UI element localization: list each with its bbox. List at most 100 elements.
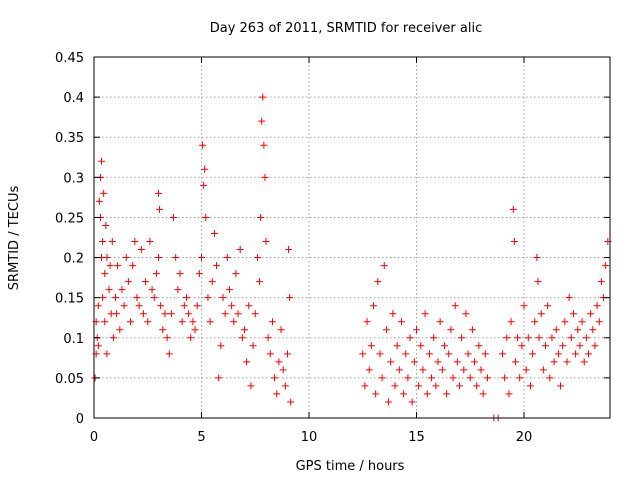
data-point	[456, 382, 463, 390]
data-point	[518, 342, 526, 350]
data-point	[176, 270, 184, 278]
data-point	[393, 342, 401, 350]
data-point	[174, 286, 182, 294]
data-point	[266, 350, 274, 358]
data-point	[287, 398, 295, 406]
data-point	[546, 374, 554, 382]
data-point	[284, 350, 291, 358]
y-tick-label: 0.4	[63, 91, 84, 106]
data-point	[108, 238, 116, 246]
data-point	[180, 302, 188, 310]
data-point	[382, 326, 390, 334]
y-tick-label: 0.15	[55, 292, 84, 307]
data-point	[372, 390, 380, 398]
data-point	[262, 238, 270, 246]
x-tick-label: 10	[301, 430, 318, 445]
data-point	[187, 334, 195, 342]
data-point	[380, 262, 388, 270]
data-point	[101, 318, 109, 326]
data-point	[447, 326, 455, 334]
data-point	[217, 342, 225, 350]
data-point	[552, 326, 560, 334]
data-point	[370, 302, 377, 310]
data-point	[507, 318, 515, 326]
data-point	[404, 374, 412, 382]
data-point	[395, 366, 403, 374]
data-point	[124, 278, 132, 286]
data-point	[195, 270, 203, 278]
data-point	[365, 366, 373, 374]
data-point	[201, 165, 209, 173]
data-point	[587, 310, 595, 318]
data-point	[232, 270, 240, 278]
y-tick-label: 0.05	[55, 372, 84, 387]
data-point	[402, 350, 410, 358]
data-point	[99, 238, 107, 246]
data-point	[223, 254, 231, 262]
data-point	[245, 302, 253, 310]
data-point	[597, 278, 605, 286]
data-point	[539, 366, 547, 374]
data-point	[367, 342, 375, 350]
data-point	[417, 342, 425, 350]
data-point	[213, 262, 221, 270]
data-point	[193, 302, 201, 310]
data-point	[133, 294, 141, 302]
data-point	[251, 310, 259, 318]
data-point	[595, 318, 603, 326]
data-point	[557, 382, 565, 390]
data-point	[572, 350, 580, 358]
data-point	[161, 310, 169, 318]
data-point	[170, 213, 178, 221]
data-point	[428, 374, 436, 382]
data-point	[155, 189, 162, 197]
data-point	[436, 318, 444, 326]
data-point	[159, 326, 167, 334]
data-point	[430, 334, 438, 342]
data-point	[261, 173, 269, 181]
data-point	[413, 326, 420, 334]
data-point	[200, 181, 208, 189]
data-point	[529, 350, 537, 358]
data-point	[361, 382, 369, 390]
plot-frame	[93, 56, 611, 419]
data-point	[135, 302, 143, 310]
data-point	[378, 374, 386, 382]
data-point	[443, 390, 451, 398]
data-point	[440, 342, 448, 350]
data-point	[264, 334, 272, 342]
data-point	[236, 246, 244, 254]
data-point	[277, 326, 285, 334]
data-point	[139, 310, 147, 318]
data-point	[189, 318, 197, 326]
data-point	[563, 358, 571, 366]
data-point	[522, 366, 530, 374]
data-point	[464, 350, 472, 358]
data-point	[157, 302, 165, 310]
data-point	[256, 278, 264, 286]
data-point	[505, 390, 513, 398]
data-point	[514, 334, 522, 342]
data-point	[99, 294, 107, 302]
data-point	[156, 205, 164, 213]
data-point	[210, 229, 218, 237]
data-point	[102, 221, 110, 229]
data-point	[228, 302, 236, 310]
data-point	[191, 326, 199, 334]
data-point	[116, 326, 124, 334]
data-point	[163, 334, 171, 342]
data-point	[511, 358, 519, 366]
data-point	[258, 117, 266, 125]
data-point	[524, 334, 532, 342]
data-point	[468, 326, 476, 334]
data-point	[238, 334, 246, 342]
data-point	[103, 254, 111, 262]
data-point	[408, 398, 416, 406]
y-tick-label: 0.25	[55, 211, 84, 226]
data-point	[415, 382, 423, 390]
data-point	[466, 374, 474, 382]
data-point	[146, 238, 154, 246]
data-point	[152, 270, 160, 278]
data-point	[589, 326, 597, 334]
y-tick-label: 0.3	[63, 171, 84, 186]
